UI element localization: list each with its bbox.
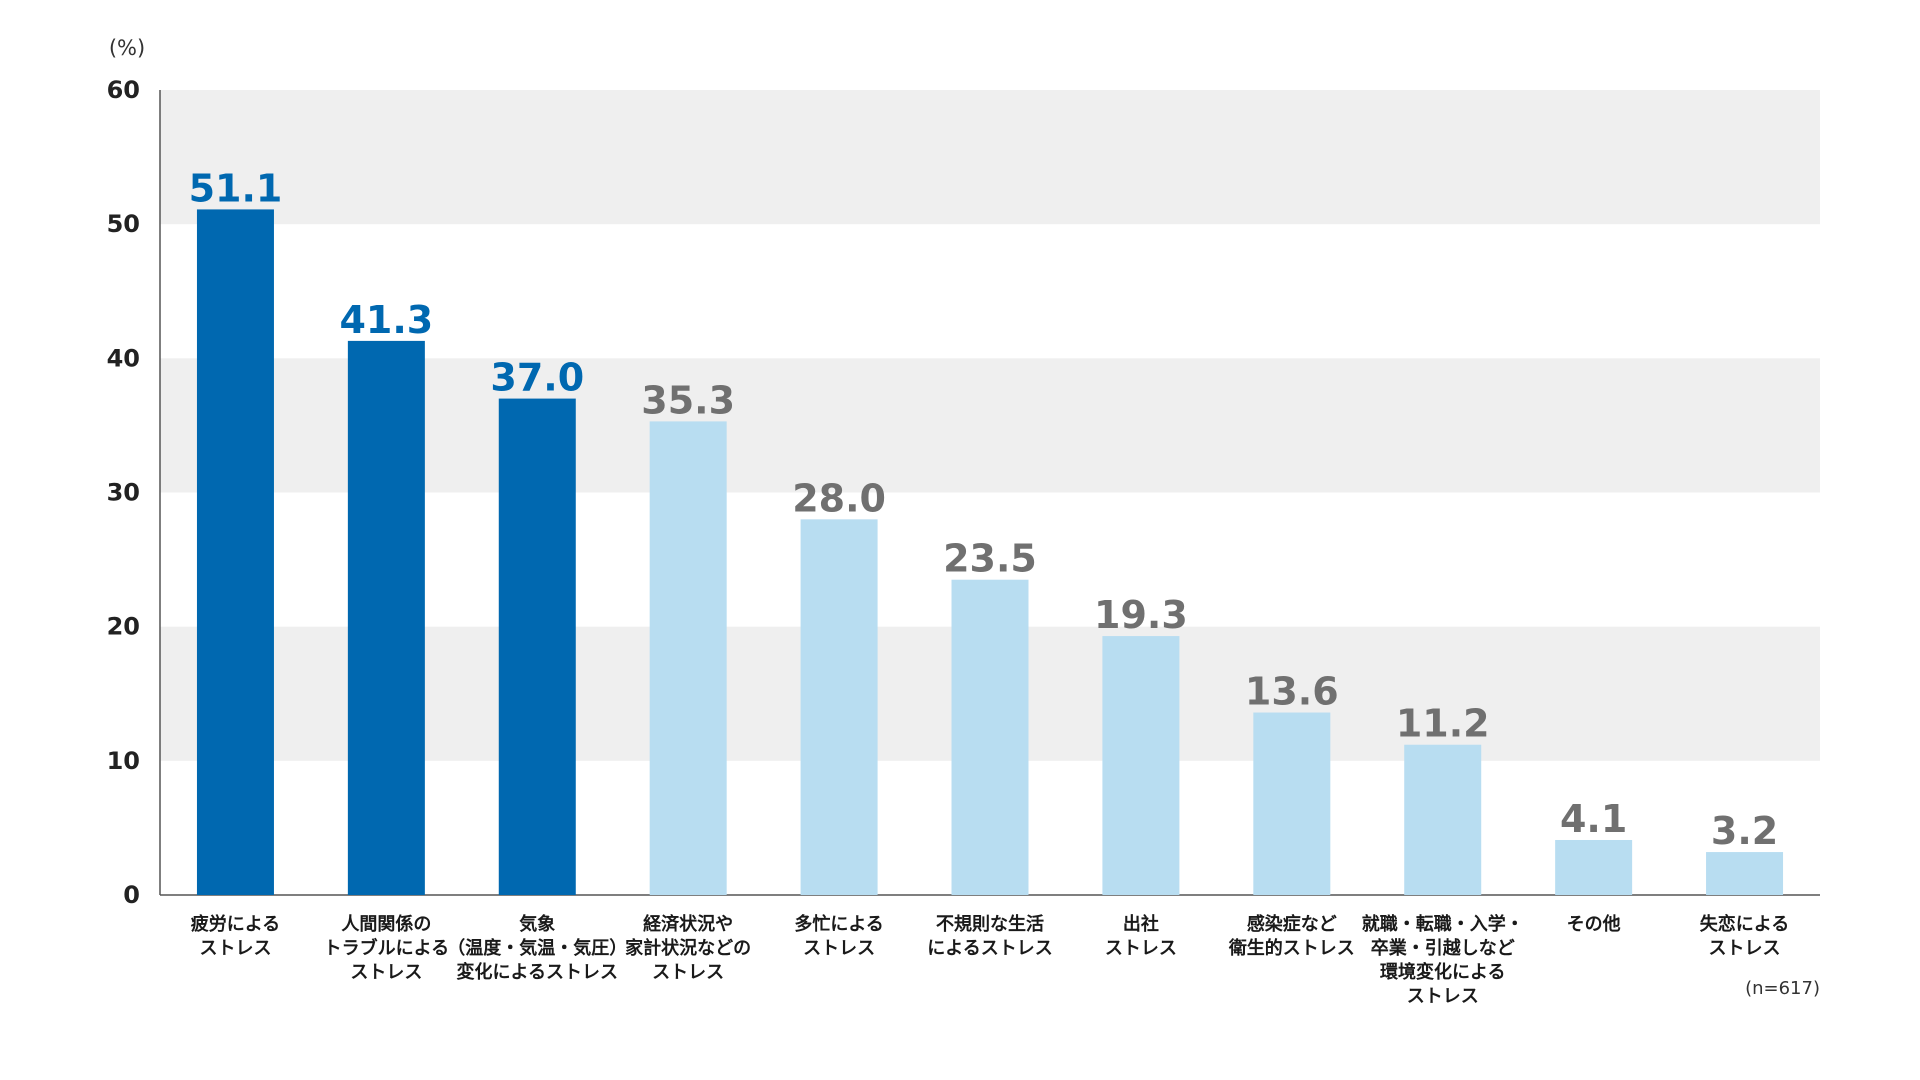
sample-size-note: (n=617) bbox=[1745, 978, 1820, 999]
value-label: 28.0 bbox=[792, 476, 886, 520]
category-label: 疲労によるストレス bbox=[191, 913, 280, 959]
bars bbox=[196, 209, 1784, 896]
category-label: 気象（温度・気温・気圧）変化によるストレス bbox=[447, 913, 627, 983]
category-label: 経済状況や家計状況などのストレス bbox=[625, 913, 751, 983]
category-label: 不規則な生活によるストレス bbox=[927, 913, 1052, 959]
bar bbox=[1404, 744, 1482, 895]
category-labels: 疲労によるストレス人間関係のトラブルによるストレス気象（温度・気温・気圧）変化に… bbox=[191, 913, 1790, 1007]
category-label: 感染症など衛生的ストレス bbox=[1228, 913, 1355, 959]
bar bbox=[951, 579, 1029, 895]
y-tick-label: 60 bbox=[107, 76, 140, 104]
bar bbox=[1102, 636, 1180, 895]
bar bbox=[347, 340, 425, 895]
y-axis-ticks: 0 10 20 30 40 50 60 bbox=[107, 76, 140, 909]
bar bbox=[498, 398, 576, 895]
value-label: 35.3 bbox=[641, 378, 735, 422]
y-tick-label: 40 bbox=[107, 344, 140, 372]
bar bbox=[649, 421, 727, 895]
value-label: 23.5 bbox=[943, 537, 1037, 581]
value-label: 11.2 bbox=[1396, 702, 1490, 746]
bar bbox=[1555, 839, 1633, 895]
y-tick-label: 20 bbox=[107, 613, 140, 641]
y-tick-label: 50 bbox=[107, 210, 140, 238]
value-label: 19.3 bbox=[1094, 593, 1188, 637]
value-labels: 51.1 41.3 37.0 35.3 28.0 23.5 19.3 13.6 11.2 4.1 3… bbox=[189, 166, 1779, 853]
category-label: 出社ストレス bbox=[1105, 913, 1177, 959]
y-unit-label: (%) bbox=[109, 36, 145, 60]
value-label: 3.2 bbox=[1711, 809, 1778, 853]
category-label: 多忙によるストレス bbox=[794, 913, 883, 959]
y-tick-label: 30 bbox=[107, 479, 140, 507]
value-label: 4.1 bbox=[1560, 797, 1627, 841]
bar bbox=[1253, 712, 1331, 895]
value-label: 41.3 bbox=[339, 298, 433, 342]
y-tick-label: 0 bbox=[123, 881, 140, 909]
bar bbox=[196, 209, 274, 896]
category-label: 人間関係のトラブルによるストレス bbox=[324, 913, 449, 983]
bar bbox=[1706, 852, 1784, 895]
category-label: その他 bbox=[1567, 913, 1621, 935]
y-tick-label: 10 bbox=[107, 747, 140, 775]
value-label: 51.1 bbox=[189, 166, 283, 210]
value-label: 37.0 bbox=[490, 356, 584, 400]
bar bbox=[800, 519, 878, 895]
grid-band bbox=[160, 90, 1820, 225]
value-label: 13.6 bbox=[1245, 670, 1339, 714]
grid-band bbox=[160, 358, 1820, 493]
category-label: 失恋によるストレス bbox=[1700, 913, 1789, 959]
category-label: 就職・転職・入学・卒業・引越しなど環境変化によるストレス bbox=[1362, 913, 1524, 1007]
